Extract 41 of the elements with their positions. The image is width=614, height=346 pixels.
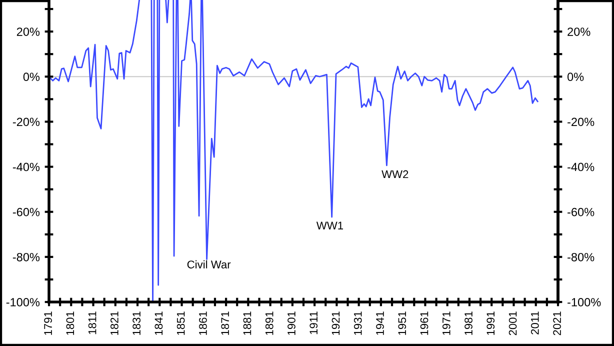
- y2-tick-label: 0%: [567, 72, 584, 82]
- annotation: Civil War: [187, 260, 231, 268]
- x-tick-label: 1991: [486, 312, 495, 335]
- y2-tick-label: 20%: [568, 28, 590, 36]
- x-tick-label: 1811: [88, 312, 96, 334]
- y2-tick-label: -20%: [568, 118, 594, 126]
- y2-tick-label: -60%: [568, 208, 594, 216]
- y2-tick-label: -40%: [568, 162, 594, 172]
- y-tick-label: -60%: [12, 208, 40, 216]
- x-tick-label: 1881: [243, 312, 252, 335]
- y-tick-label: 0%: [23, 72, 40, 82]
- y-tick-label: 20%: [16, 28, 40, 36]
- x-tick-label: 2011: [530, 312, 539, 334]
- y-tick-label: -80%: [12, 252, 40, 262]
- x-tick-label: 1941: [376, 312, 384, 335]
- x-tick-label: 1921: [332, 312, 340, 335]
- annotation: WW2: [382, 170, 408, 178]
- x-tick-label: 1911: [310, 312, 318, 334]
- x-tick-label: 1841: [154, 312, 163, 335]
- x-tick-label: 1971: [442, 312, 450, 335]
- x-tick-label: 2001: [508, 312, 517, 336]
- annotation: WW1: [316, 222, 343, 230]
- y2-tick-label: -80%: [568, 252, 594, 262]
- x-tick-label: 2021: [553, 312, 561, 336]
- x-tick-label: 1961: [420, 312, 428, 335]
- x-tick-label: 1891: [265, 312, 274, 335]
- x-tick-label: 1981: [464, 312, 472, 335]
- x-tick-label: 1951: [398, 312, 406, 335]
- x-tick-label: 1791: [44, 312, 52, 335]
- x-tick-label: 1801: [66, 312, 74, 335]
- y2-tick-label: -100%: [568, 298, 601, 306]
- y-tick-label: -40%: [12, 162, 40, 172]
- x-tick-label: 1871: [221, 312, 230, 335]
- x-tick-label: 1861: [199, 312, 207, 335]
- y-tick-label: -100%: [6, 298, 40, 306]
- x-tick-label: 1831: [132, 312, 141, 335]
- x-tick-label: 1901: [288, 312, 296, 335]
- x-tick-label: 1821: [110, 312, 118, 335]
- x-tick-label: 1851: [176, 312, 185, 335]
- y-tick-label: -20%: [12, 118, 40, 126]
- x-tick-label: 1931: [354, 312, 362, 335]
